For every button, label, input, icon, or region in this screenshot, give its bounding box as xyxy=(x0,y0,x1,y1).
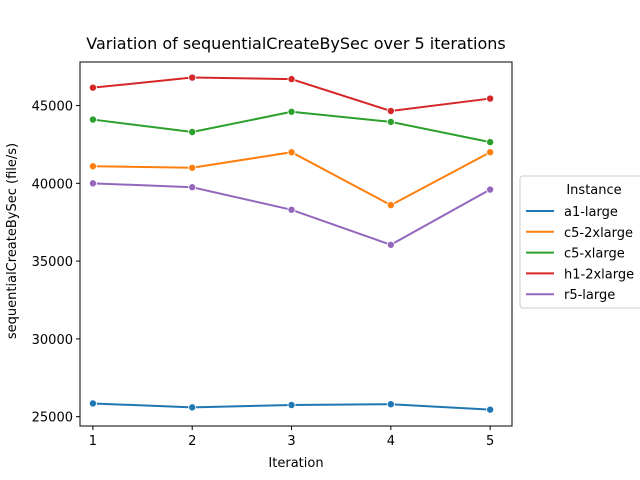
legend-label: c5-xlarge xyxy=(564,247,625,262)
data-point xyxy=(486,185,495,194)
x-tick-label: 3 xyxy=(287,434,295,449)
data-point xyxy=(88,115,97,124)
series-line xyxy=(92,182,491,246)
data-point xyxy=(188,183,197,192)
data-point xyxy=(287,107,296,116)
data-point xyxy=(287,205,296,214)
y-tick-label: 25000 xyxy=(32,411,73,426)
data-point xyxy=(287,75,296,84)
data-point xyxy=(287,148,296,157)
data-point xyxy=(88,162,97,171)
series-line xyxy=(92,151,491,207)
data-point xyxy=(386,400,395,409)
legend-label: c5-2xlarge xyxy=(564,226,633,241)
legend-label: h1-2xlarge xyxy=(564,267,634,282)
x-tick-label: 5 xyxy=(486,434,494,449)
legend-title: Instance xyxy=(566,183,621,198)
data-point xyxy=(486,138,495,147)
data-point xyxy=(386,240,395,249)
data-point xyxy=(486,148,495,157)
series-c5-2xlarge xyxy=(88,148,495,210)
y-tick-label: 35000 xyxy=(32,255,73,270)
data-point xyxy=(88,179,97,188)
data-point xyxy=(386,201,395,210)
axes-frame xyxy=(79,61,513,427)
x-tick-label: 1 xyxy=(89,434,97,449)
x-tick-label: 2 xyxy=(188,434,196,449)
data-point xyxy=(386,107,395,116)
data-point xyxy=(88,83,97,92)
data-point xyxy=(386,117,395,126)
series-line xyxy=(92,110,491,144)
data-point xyxy=(287,400,296,409)
data-point xyxy=(188,403,197,412)
x-tick-label: 4 xyxy=(387,434,395,449)
chart-title: Variation of sequentialCreateBySec over … xyxy=(86,34,505,53)
data-point xyxy=(486,405,495,414)
series-h1-2xlarge xyxy=(88,73,495,116)
y-axis-label: sequentialCreateBySec (file/s) xyxy=(5,143,20,339)
y-tick-label: 45000 xyxy=(32,100,73,115)
data-point xyxy=(188,73,197,82)
y-tick-label: 40000 xyxy=(32,177,73,192)
legend-label: a1-large xyxy=(564,205,618,220)
series-c5-xlarge xyxy=(88,107,495,147)
x-axis-label: Iteration xyxy=(268,456,323,471)
data-point xyxy=(188,127,197,136)
plot-area: 1 2 3 4 5 25000 30000 35000 40000 45000 xyxy=(32,61,513,449)
data-point xyxy=(188,163,197,172)
legend-box xyxy=(519,175,640,309)
series-r5-large xyxy=(88,179,495,249)
y-tick-label: 30000 xyxy=(32,333,73,348)
legend: Instance a1-large c5-2xlarge c5-xlarge h1-2x… xyxy=(519,175,640,309)
legend-label: r5-large xyxy=(564,288,615,303)
series-a1-large xyxy=(88,399,495,414)
data-point xyxy=(88,399,97,408)
data-point xyxy=(486,94,495,103)
